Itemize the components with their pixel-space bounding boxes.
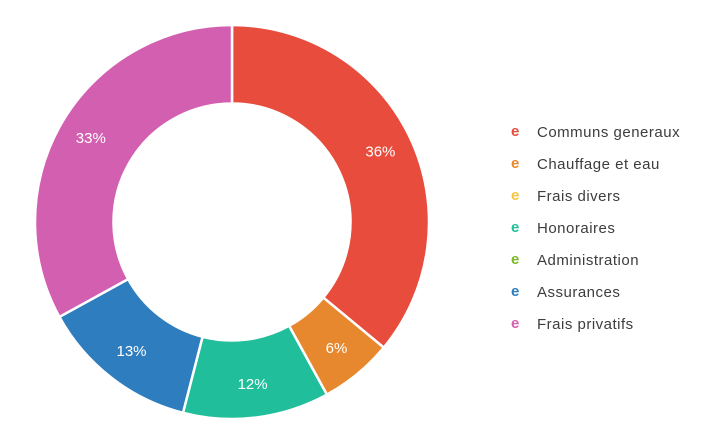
slice-label-chauffage-et-eau: 6% — [326, 340, 348, 357]
slice-frais-privatifs[interactable] — [33, 23, 234, 319]
legend-item-administration[interactable]: e Administration — [511, 250, 680, 270]
legend-item-label: Frais divers — [537, 187, 621, 205]
slice-label-assurances: 13% — [116, 343, 146, 360]
legend-item-assurances[interactable]: e Assurances — [511, 282, 680, 302]
legend-marker-icon: e — [511, 315, 520, 332]
legend-item-communs-generaux[interactable]: e Communs generaux — [511, 122, 680, 142]
legend-marker-icon: e — [511, 123, 520, 140]
slice-communs-generaux[interactable] — [230, 23, 431, 349]
legend-marker-icon: e — [511, 155, 520, 172]
legend-item-label: Frais privatifs — [537, 315, 634, 333]
legend-marker-icon: e — [511, 283, 520, 300]
slice-label-communs-generaux: 36% — [365, 144, 395, 161]
legend-item-label: Honoraires — [537, 219, 616, 237]
legend-marker-icon: e — [511, 251, 520, 268]
legend-item-frais-divers[interactable]: e Frais divers — [511, 186, 680, 206]
legend-item-label: Administration — [537, 251, 640, 269]
legend-item-label: Communs generaux — [537, 123, 681, 141]
chart-legend: e Communs generaux e Chauffage et eau e Frais… — [511, 122, 680, 346]
legend-item-honoraires[interactable]: e Honoraires — [511, 218, 680, 238]
legend-item-label: Assurances — [537, 283, 621, 301]
donut-chart: 36% 6% 12% 13% 33% — [33, 23, 431, 421]
legend-item-chauffage-et-eau[interactable]: e Chauffage et eau — [511, 154, 680, 174]
legend-marker-icon: e — [511, 187, 520, 204]
legend-item-label: Chauffage et eau — [537, 155, 660, 173]
slice-label-honoraires: 12% — [238, 376, 268, 393]
slice-label-frais-privatifs: 33% — [76, 130, 106, 147]
legend-marker-icon: e — [511, 219, 520, 236]
legend-item-frais-privatifs[interactable]: e Frais privatifs — [511, 314, 680, 334]
